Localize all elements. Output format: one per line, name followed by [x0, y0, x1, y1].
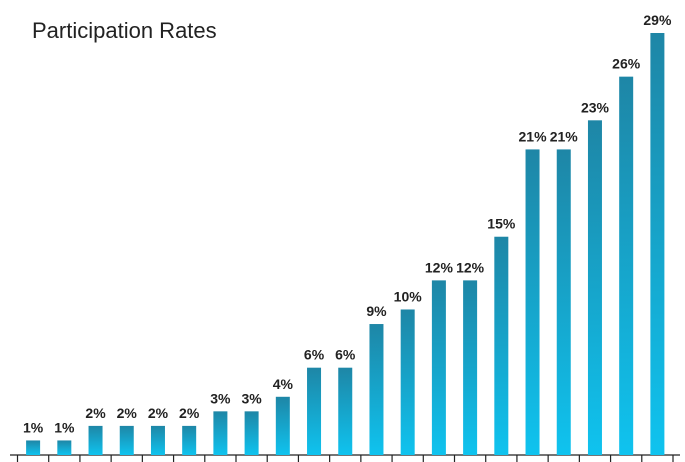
bar: [369, 324, 384, 455]
bar: [463, 280, 478, 455]
bar: [525, 149, 540, 455]
bar: [556, 149, 571, 455]
value-label: 2%: [148, 405, 169, 421]
value-label: 4%: [273, 376, 294, 392]
value-label: 3%: [210, 390, 231, 406]
bar: [494, 236, 509, 455]
bar: [307, 367, 322, 455]
bar: [400, 309, 415, 455]
bar: [338, 367, 353, 455]
value-label: 1%: [54, 419, 75, 435]
bar: [244, 411, 259, 455]
value-label: 21%: [550, 128, 579, 144]
value-label: 15%: [487, 216, 516, 232]
bar: [619, 76, 634, 455]
value-label: 26%: [612, 56, 641, 72]
value-label: 6%: [304, 347, 325, 363]
value-label: 12%: [425, 259, 454, 275]
value-label: 10%: [394, 288, 423, 304]
value-label: 2%: [85, 405, 106, 421]
bar: [150, 425, 165, 455]
bar: [182, 425, 197, 455]
bar: [88, 425, 103, 455]
value-label: 3%: [241, 390, 262, 406]
bar: [119, 425, 134, 455]
value-label: 1%: [23, 419, 44, 435]
bar: [650, 33, 665, 455]
value-label: 12%: [456, 259, 485, 275]
value-label: 9%: [366, 303, 387, 319]
bar: [587, 120, 602, 455]
value-label: 21%: [519, 128, 548, 144]
value-label: 23%: [581, 99, 610, 115]
value-label: 2%: [117, 405, 138, 421]
value-label: 29%: [643, 12, 672, 28]
value-label: 2%: [179, 405, 200, 421]
bar: [57, 440, 72, 455]
bar: [26, 440, 41, 455]
bar: [213, 411, 228, 455]
value-label: 6%: [335, 347, 356, 363]
chart-title: Participation Rates: [32, 18, 217, 43]
bar: [275, 396, 290, 455]
bar: [431, 280, 446, 455]
